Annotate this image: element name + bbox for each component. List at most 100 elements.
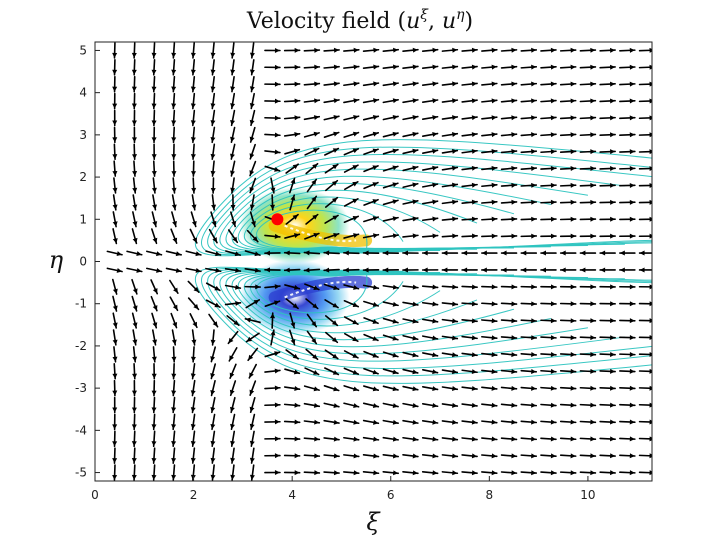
velocity-arrow: [382, 470, 400, 476]
velocity-arrow: [131, 295, 138, 312]
y-axis-label: η: [49, 246, 64, 274]
velocity-arrow: [441, 250, 459, 256]
velocity-arrow: [500, 115, 518, 121]
velocity-arrow: [599, 436, 616, 442]
velocity-arrow: [461, 318, 478, 324]
velocity-arrow: [579, 149, 597, 155]
velocity-arrow: [343, 250, 360, 256]
velocity-arrow: [619, 166, 636, 172]
velocity-arrow: [520, 233, 538, 239]
velocity-arrow: [638, 98, 652, 104]
velocity-arrow: [540, 470, 557, 476]
velocity-arrow: [151, 228, 158, 245]
velocity-arrow: [421, 64, 439, 70]
velocity-arrow: [382, 182, 399, 189]
velocity-arrow: [325, 331, 339, 344]
velocity-arrow: [441, 352, 459, 358]
velocity-arrow: [112, 59, 118, 76]
velocity-arrow: [283, 64, 301, 70]
velocity-arrow: [520, 335, 538, 341]
velocity-arrow: [264, 250, 281, 256]
velocity-arrow: [224, 284, 242, 290]
velocity-arrow: [249, 59, 255, 76]
velocity-arrow: [112, 413, 118, 431]
velocity-arrow: [190, 211, 197, 228]
velocity-arrow: [481, 419, 498, 425]
velocity-arrow: [402, 233, 419, 239]
velocity-arrow: [402, 47, 419, 53]
velocity-arrow: [638, 436, 652, 442]
velocity-arrow: [131, 109, 137, 127]
velocity-arrow: [112, 430, 118, 448]
velocity-arrow: [171, 126, 177, 144]
velocity-arrow: [599, 419, 616, 425]
velocity-arrow: [230, 75, 236, 93]
velocity-arrow: [230, 211, 237, 228]
velocity-arrow: [481, 436, 498, 442]
velocity-arrow: [362, 453, 380, 459]
velocity-arrow: [306, 313, 318, 328]
velocity-arrow: [540, 453, 557, 459]
velocity-arrow: [599, 470, 616, 476]
velocity-arrow: [343, 367, 360, 375]
velocity-arrow: [559, 98, 577, 104]
velocity-arrow: [270, 194, 276, 211]
velocity-arrow: [382, 419, 399, 425]
velocity-arrow: [481, 148, 498, 154]
velocity-arrow: [306, 178, 318, 193]
velocity-arrow: [559, 301, 577, 307]
velocity-arrow: [481, 98, 498, 104]
velocity-arrow: [283, 402, 301, 408]
velocity-arrow: [283, 132, 301, 137]
velocity-arrow: [187, 280, 200, 293]
velocity-arrow: [303, 453, 321, 459]
y-tick-label: -5: [75, 466, 87, 480]
velocity-arrow: [229, 380, 237, 397]
velocity-arrow: [559, 166, 577, 172]
velocity-arrow: [599, 368, 616, 374]
velocity-arrow: [481, 47, 498, 53]
velocity-arrow: [461, 402, 478, 408]
velocity-arrow: [540, 149, 557, 155]
velocity-arrow: [230, 177, 236, 194]
velocity-arrow: [579, 301, 597, 307]
velocity-arrow: [363, 333, 379, 342]
velocity-arrow: [230, 194, 236, 211]
velocity-arrow: [224, 267, 242, 273]
velocity-arrow: [169, 296, 179, 312]
velocity-arrow: [481, 216, 498, 222]
velocity-arrow: [264, 98, 281, 104]
velocity-arrow: [324, 214, 339, 224]
velocity-arrow: [264, 64, 281, 70]
velocity-arrow: [638, 470, 652, 476]
velocity-arrow: [249, 160, 257, 177]
velocity-arrow: [264, 81, 281, 87]
velocity-arrow: [619, 47, 636, 53]
velocity-arrow: [382, 301, 399, 307]
velocity-arrow: [481, 267, 498, 273]
velocity-arrow: [520, 199, 538, 205]
velocity-arrow: [285, 163, 300, 174]
velocity-arrow: [500, 436, 518, 442]
velocity-arrow: [481, 64, 498, 70]
velocity-arrow: [382, 317, 399, 324]
velocity-arrow: [230, 430, 236, 447]
velocity-arrow: [249, 447, 255, 464]
velocity-arrow: [343, 299, 360, 308]
velocity-arrow: [559, 368, 577, 374]
velocity-arrow: [461, 233, 478, 239]
velocity-arrow: [111, 278, 118, 295]
velocity-arrow: [303, 115, 321, 121]
velocity-arrow: [540, 98, 557, 104]
velocity-arrow: [520, 368, 538, 374]
velocity-arrow: [638, 368, 652, 374]
velocity-arrow: [249, 397, 256, 414]
velocity-arrow: [303, 64, 321, 70]
velocity-arrow: [579, 318, 597, 324]
velocity-arrow: [227, 330, 239, 345]
velocity-arrow: [210, 109, 216, 127]
velocity-arrow: [230, 160, 236, 177]
velocity-arrow: [171, 379, 177, 397]
velocity-arrow: [619, 132, 636, 138]
